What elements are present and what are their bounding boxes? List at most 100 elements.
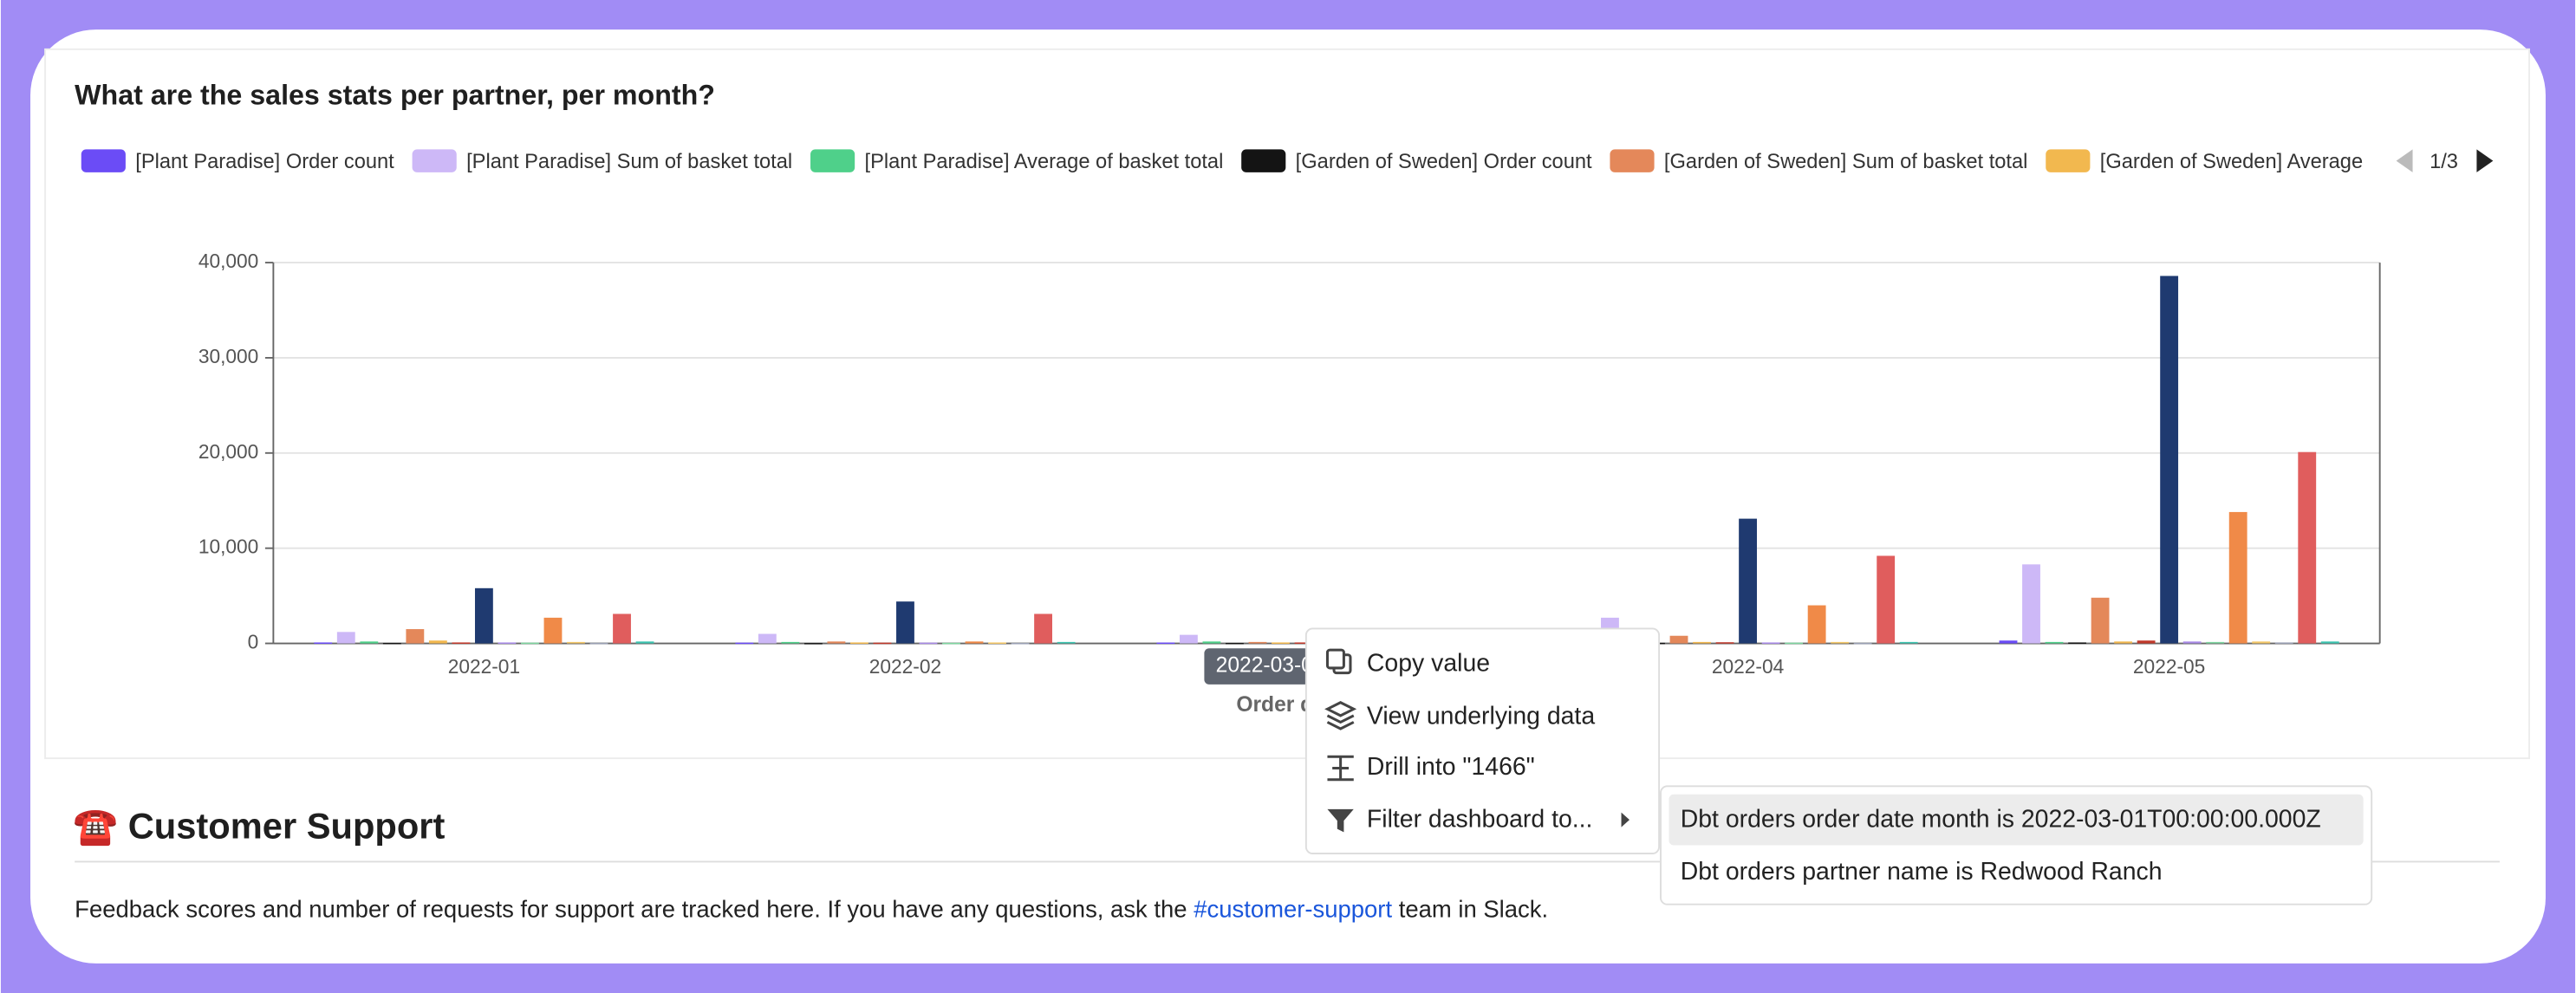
legend-swatch (810, 149, 855, 172)
bar (1739, 518, 1757, 644)
submenu-item[interactable]: Dbt orders partner name is Redwood Ranch (1681, 858, 2163, 886)
bar (2114, 641, 2133, 644)
bar (1034, 613, 1052, 644)
bar (735, 642, 754, 645)
bar (781, 641, 800, 644)
legend-prev[interactable] (2396, 149, 2413, 172)
bar (919, 642, 938, 645)
legend-swatch (1610, 149, 1655, 172)
icon-layers (1324, 701, 1357, 730)
text: team in Slack. (1392, 896, 1548, 923)
bar (1761, 642, 1780, 644)
chart-panel (44, 48, 2530, 760)
bar (1057, 641, 1076, 644)
bar (827, 641, 846, 644)
bar (942, 642, 960, 645)
legend: [Plant Paradise] Order count [Plant Parad… (81, 149, 2363, 173)
menu-item[interactable]: Filter dashboard to... (1367, 806, 1593, 834)
bar (2160, 276, 2179, 644)
bar (1272, 642, 1290, 644)
bar (336, 632, 355, 644)
menu-box (1304, 627, 1661, 854)
legend-label: [Plant Paradise] Sum of basket total (466, 151, 792, 173)
bar (406, 629, 425, 644)
bar (2252, 641, 2271, 644)
submenu-item[interactable]: Dbt orders order date month is 2022-03-0… (1681, 806, 2321, 834)
bar (873, 642, 892, 645)
legend-label: [Garden of Sweden] Order count (1296, 151, 1592, 173)
bar (635, 641, 654, 644)
bar (896, 601, 914, 644)
bar (965, 641, 984, 644)
bar (1294, 642, 1313, 644)
bar (1831, 641, 1850, 644)
legend-label: [Garden of Sweden] Sum of basket total (1664, 151, 2027, 173)
legend-label: [Plant Paradise] Order count (135, 151, 394, 173)
x-tick-label: 2022-01 (448, 655, 520, 678)
bar (2298, 451, 2317, 644)
bar (521, 642, 539, 645)
bar (2022, 564, 2040, 644)
x-tick-label: 2022-05 (2133, 655, 2205, 678)
tooltip (1204, 648, 1326, 685)
bar (850, 642, 868, 644)
bar (382, 642, 401, 645)
legend-swatch (1241, 149, 1286, 172)
bar (1179, 634, 1198, 644)
bar (1202, 641, 1221, 644)
bar (2091, 597, 2110, 644)
bar (567, 641, 585, 644)
y-tick-label: 20,000 (198, 440, 259, 463)
y-tick-label: 0 (248, 631, 259, 653)
bar (543, 617, 563, 644)
y-tick-label: 10,000 (198, 535, 259, 558)
bar (988, 642, 1006, 644)
bar (613, 613, 631, 644)
bar (2206, 641, 2225, 644)
submenu-highlight (1669, 794, 2364, 846)
context-menu: Copy value View underlying data Drill in… (1304, 627, 1661, 854)
bar (1156, 642, 1175, 645)
legend-page: 1/3 (2430, 151, 2458, 173)
icon-filter (1327, 808, 1354, 833)
menu-item[interactable]: View underlying data (1367, 702, 1595, 730)
menu-item[interactable]: Drill into "1466" (1367, 753, 1535, 781)
bar (360, 641, 379, 644)
icon-copy (1325, 648, 1345, 670)
legend-swatch (81, 149, 126, 172)
bar (2045, 641, 2064, 644)
y-tick-label: 30,000 (198, 345, 259, 367)
submenu-arrow (1621, 812, 1630, 828)
legend-swatch (412, 149, 457, 172)
bar (2068, 642, 2086, 644)
legend-label: [Plant Paradise] Average of basket total (865, 151, 1224, 173)
bar (1999, 640, 2018, 644)
bar (1693, 641, 1711, 644)
bar (2182, 641, 2202, 644)
bar (1011, 642, 1030, 645)
bar (1877, 555, 1896, 644)
chart-title: What are the sales stats per partner, pe… (75, 79, 715, 110)
y-tick-label: 40,000 (198, 250, 259, 272)
x-tick-label: 2022-04 (1712, 655, 1784, 678)
legend-next[interactable] (2476, 149, 2494, 172)
text: Feedback scores and number of requests f… (75, 896, 1194, 923)
bar (1853, 642, 1872, 645)
bar (1785, 642, 1804, 645)
menu-item[interactable]: Copy value (1367, 650, 1490, 678)
bar (314, 642, 333, 644)
bar (1248, 641, 1267, 644)
section-title: ☎️ Customer Support (73, 806, 445, 847)
bar (803, 643, 823, 645)
bar (452, 642, 471, 644)
bar (1807, 605, 1826, 644)
bar (1226, 642, 1244, 645)
section-text: Feedback scores and number of requests f… (75, 896, 1548, 923)
bar (1715, 642, 1734, 644)
bar (589, 642, 608, 645)
legend-label: [Garden of Sweden] Average (2100, 151, 2363, 173)
x-tick-label: 2022-02 (869, 655, 941, 678)
slack-link[interactable]: #customer-support (1194, 896, 1392, 923)
